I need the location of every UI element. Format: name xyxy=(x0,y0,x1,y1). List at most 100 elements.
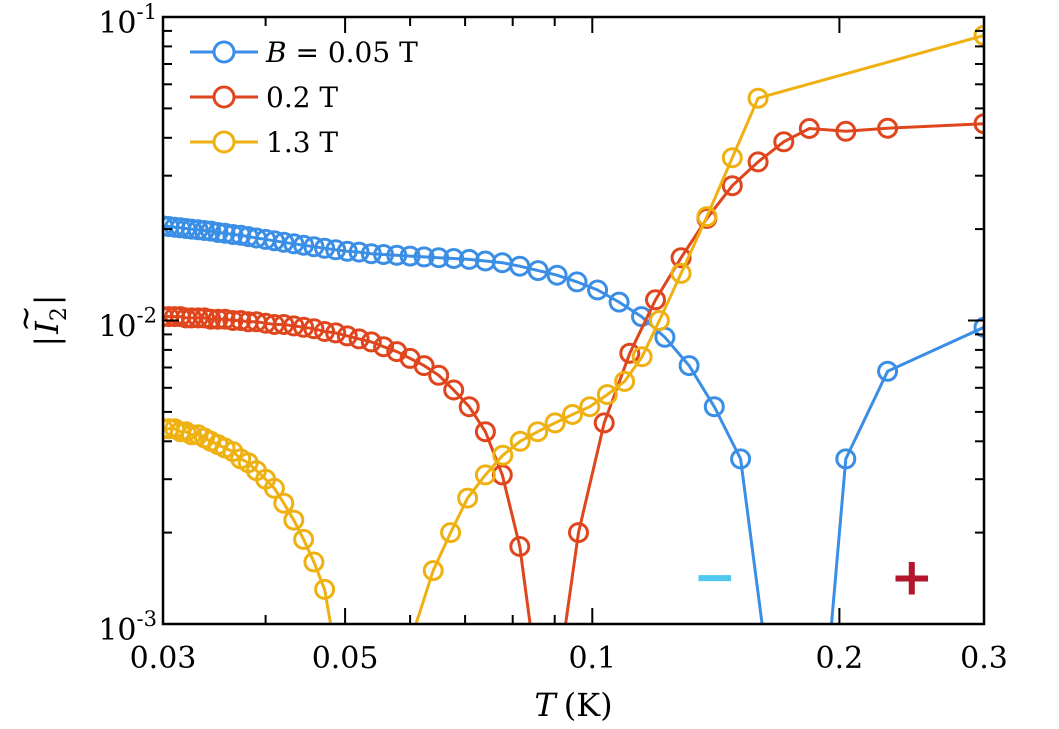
series-2-point xyxy=(360,331,382,353)
axis-labels: T (K) |I2| ~ xyxy=(6,294,613,724)
y-axis-var: I xyxy=(28,320,66,335)
legend-marker xyxy=(212,85,236,109)
y-tick-exponent: -1 xyxy=(137,0,157,24)
series-3-point xyxy=(527,421,549,443)
y-axis-bar-left: | xyxy=(28,336,66,347)
series-1-point xyxy=(835,448,857,470)
series-3-point xyxy=(747,87,769,109)
series-3-point xyxy=(293,528,315,550)
x-tick-label-2: 0.05 xyxy=(312,641,379,676)
series-1-point xyxy=(399,245,421,267)
series-3-point xyxy=(596,384,618,406)
series-1-point xyxy=(730,448,752,470)
series-layer xyxy=(163,24,984,624)
annotation-layer: − + xyxy=(693,548,934,608)
series-2-point xyxy=(474,421,496,443)
x-tick-label-5: 0.3 xyxy=(960,641,1008,676)
series-2-point xyxy=(314,321,336,342)
x-tick-label-4: 0.2 xyxy=(816,641,864,676)
series-2-point xyxy=(428,364,450,386)
series-1-point xyxy=(608,291,630,313)
series-2-point xyxy=(877,117,899,139)
series-2-point xyxy=(293,316,315,338)
y-tick-exponent: -2 xyxy=(137,304,157,328)
series-3-point xyxy=(457,487,479,509)
series-3-point xyxy=(422,560,444,582)
y-tick-base: 10 xyxy=(98,310,136,345)
series-1-point xyxy=(293,234,315,256)
x-tick-label-1: 0.03 xyxy=(130,641,197,676)
series-2-point xyxy=(348,328,370,350)
legend-var: B xyxy=(265,36,287,69)
series-3-point xyxy=(263,477,285,499)
y-tick-label-1: 10-1 xyxy=(98,0,157,41)
series-3-point xyxy=(579,396,601,418)
legend-text: 0.2 T xyxy=(266,81,338,114)
series-2-point xyxy=(491,464,513,486)
y-axis-sub: 2 xyxy=(47,307,72,321)
legend-text: = 0.05 T xyxy=(287,36,419,69)
series-1-point xyxy=(222,224,244,245)
annotation-sign-2: + xyxy=(890,548,934,608)
series-1-point xyxy=(336,240,358,262)
series-2-point xyxy=(303,318,325,340)
series-1-point xyxy=(373,244,395,265)
legend-marker xyxy=(212,130,236,154)
series-1-point xyxy=(527,260,549,282)
series-2-line-1 xyxy=(163,315,532,624)
series-3-point xyxy=(696,206,718,228)
series-3-point xyxy=(631,346,653,368)
series-1-point xyxy=(443,248,465,269)
series-3 xyxy=(163,24,984,624)
legend-label-3: 1.3 T xyxy=(266,126,338,159)
series-2-point xyxy=(798,118,820,139)
series-2-point xyxy=(593,412,615,434)
series-2-point xyxy=(509,536,531,557)
x-tick-label-3: 0.1 xyxy=(568,641,616,676)
series-1-point xyxy=(973,316,984,338)
series-1-point xyxy=(678,355,700,377)
series-1-point xyxy=(303,236,325,258)
series-1-point xyxy=(230,224,252,246)
series-2-point xyxy=(443,379,465,401)
series-1-point xyxy=(360,243,382,265)
series-2-point xyxy=(273,314,295,335)
series-3-point xyxy=(544,412,566,434)
series-2-point xyxy=(283,315,305,337)
series-2 xyxy=(163,113,984,624)
series-1-point xyxy=(273,231,295,253)
series-1-point xyxy=(263,230,285,252)
series-2-point xyxy=(670,247,692,269)
series-1-point xyxy=(325,239,347,261)
y-tick-base: 10 xyxy=(98,613,136,648)
series-2-point xyxy=(721,175,743,197)
series-2-point xyxy=(458,396,480,418)
series-3-line-2 xyxy=(414,33,984,624)
series-1-point xyxy=(348,241,370,263)
series-3-point xyxy=(314,578,336,600)
legend-entry-3: 1.3 T xyxy=(190,126,338,159)
series-1-point xyxy=(214,222,236,244)
legend-marker xyxy=(212,40,236,64)
series-2-point xyxy=(207,308,229,330)
series-2-point xyxy=(336,325,358,347)
series-1-point xyxy=(703,396,725,418)
series-1-point xyxy=(314,237,336,259)
svg-text:|I2|: |I2| xyxy=(28,294,72,346)
series-2-point xyxy=(973,113,984,135)
legend: B = 0.05 T 0.2 T 1.3 T xyxy=(190,36,418,159)
x-axis-label: T (K) xyxy=(534,686,612,724)
series-3-point xyxy=(721,147,743,169)
series-1-point xyxy=(509,255,531,277)
series-2-point xyxy=(187,307,209,329)
series-2-line-2 xyxy=(564,122,984,624)
series-1-point xyxy=(566,271,588,293)
y-tick-label-3: 10-3 xyxy=(98,607,157,648)
series-3-point xyxy=(648,310,670,331)
series-2-point xyxy=(214,308,236,330)
series-1-point xyxy=(428,247,450,269)
legend-label-2: 0.2 T xyxy=(266,81,338,114)
series-1-point xyxy=(877,360,899,382)
y-axis-label: |I2| ~ xyxy=(6,294,72,346)
